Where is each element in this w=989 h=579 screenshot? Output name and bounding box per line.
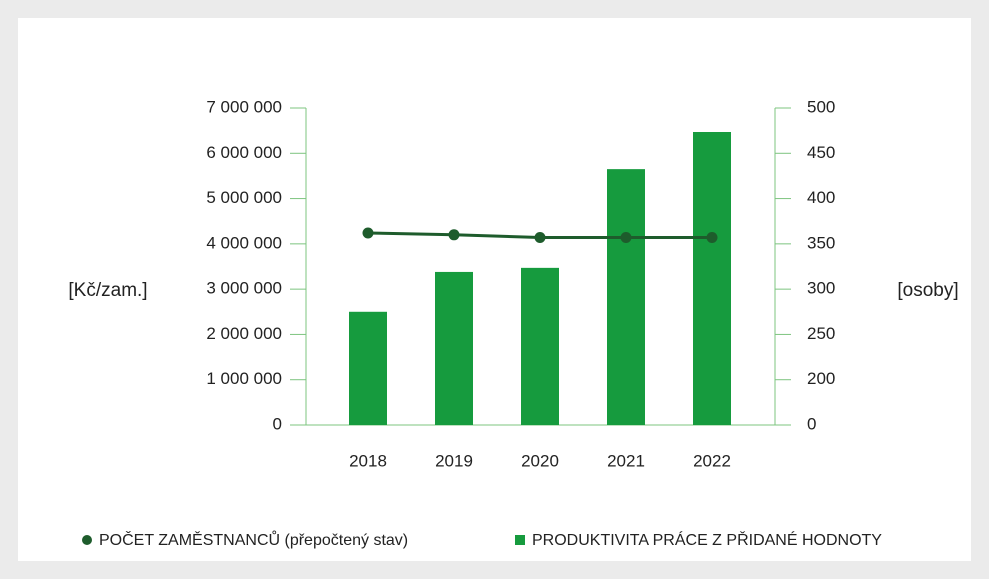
bar [693,132,731,425]
y2-tick-label: 400 [807,188,835,207]
bar [349,311,387,425]
legend-marker [82,535,92,545]
y2-tick-label: 250 [807,324,835,343]
y2-tick-label: 350 [807,233,835,252]
legend-label: PRODUKTIVITA PRÁCE Z PŘIDANÉ HODNOTY [532,530,882,549]
y-tick-label: 2 000 000 [206,324,282,343]
legend-label: POČET ZAMĚSTNANCŮ (přepočtený stav) [99,530,408,549]
bar [521,267,559,425]
y-tick-label: 3 000 000 [206,279,282,298]
line-point [534,232,546,244]
y-tick-label: 0 [273,414,282,433]
line-point [362,227,374,239]
panel [18,18,971,561]
line-point [448,229,460,241]
y-tick-label: 1 000 000 [206,369,282,388]
y2-tick-label: 300 [807,279,835,298]
y-tick-label: 5 000 000 [206,188,282,207]
x-tick-label: 2019 [435,451,473,470]
y2-tick-label: 500 [807,97,835,116]
y-tick-label: 7 000 000 [206,97,282,116]
x-tick-label: 2022 [693,451,731,470]
bar [435,271,473,425]
y2-tick-label: 0 [807,414,816,433]
x-tick-label: 2018 [349,451,387,470]
y-tick-label: 4 000 000 [206,233,282,252]
x-tick-label: 2021 [607,451,645,470]
y-axis-label: [Kč/zam.] [68,280,147,301]
legend-marker [515,535,525,545]
y2-axis-label: [osoby] [897,280,958,301]
bar [607,169,645,425]
y-tick-label: 6 000 000 [206,143,282,162]
y2-tick-label: 200 [807,369,835,388]
x-tick-label: 2020 [521,451,559,470]
line-point [706,232,718,244]
y2-tick-label: 450 [807,143,835,162]
line-point [620,232,632,244]
